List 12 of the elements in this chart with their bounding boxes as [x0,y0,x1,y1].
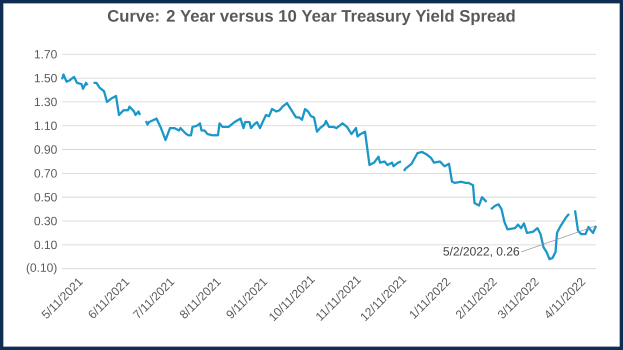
y-tick-label: 1.70 [34,50,57,59]
y-tick-label: 0.50 [34,192,57,202]
y-tick-label: 0.90 [34,145,57,154]
y-tick-label: 0.10 [34,240,57,250]
y-tick-label: 1.30 [34,98,57,106]
annotation: 5/2/2022, 0.26 [443,246,520,258]
y-tick-label: 1.10 [34,121,57,130]
y-tick-label: 0.70 [34,169,57,178]
y-tick-label: (0.10) [26,263,57,274]
y-tick-label: 1.50 [34,74,57,82]
chart-title: Curve: 2 Year versus 10 Year Treasury Yield Spread [108,10,515,26]
y-tick-label: 0.30 [34,216,57,226]
